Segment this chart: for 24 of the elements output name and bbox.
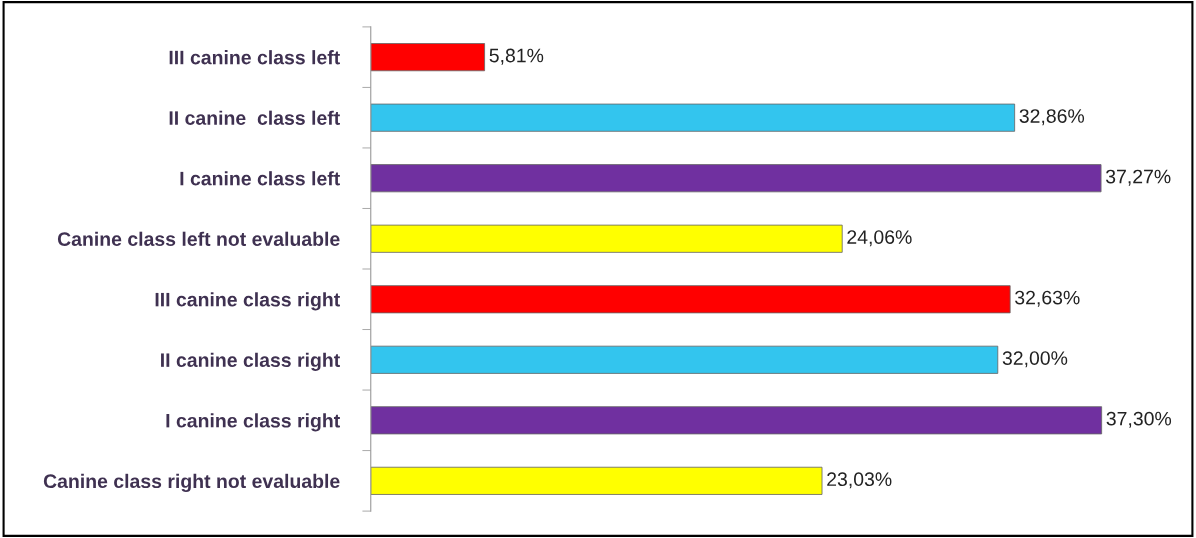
y-tick-label: II canine class right bbox=[161, 352, 340, 371]
data-label: 24,06% bbox=[847, 230, 912, 247]
bar bbox=[370, 224, 843, 253]
y-tick-label: II canine class left bbox=[169, 110, 340, 125]
bar bbox=[370, 285, 1011, 314]
y-tick-label: Canine class right not evaluable bbox=[43, 473, 340, 492]
data-label: 37,27% bbox=[1105, 169, 1171, 186]
bar bbox=[370, 406, 1103, 435]
y-tick-label: Canine class left not evaluable bbox=[57, 231, 340, 246]
bar bbox=[370, 103, 1016, 132]
data-label: 32,63% bbox=[1015, 290, 1080, 307]
y-tick-label: I canine class left bbox=[180, 171, 340, 186]
y-tick-label: III canine class left bbox=[169, 50, 340, 65]
bar bbox=[370, 466, 823, 495]
data-label: 5,81% bbox=[489, 48, 544, 65]
bar bbox=[370, 164, 1102, 193]
bar bbox=[370, 43, 486, 72]
bar bbox=[370, 345, 999, 374]
y-tick-label: I canine class right bbox=[166, 413, 340, 432]
data-label: 37,30% bbox=[1106, 411, 1172, 428]
data-label: 23,03% bbox=[827, 472, 892, 489]
data-label: 32,00% bbox=[1002, 351, 1068, 368]
y-tick-label: III canine class right bbox=[155, 292, 340, 311]
data-label: 32,86% bbox=[1019, 109, 1085, 126]
